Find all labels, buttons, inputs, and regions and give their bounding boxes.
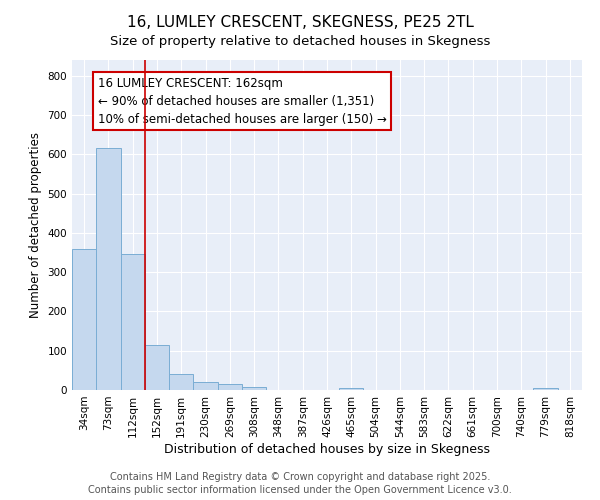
Bar [145,345,169,390]
Y-axis label: Number of detached properties: Number of detached properties [29,132,42,318]
Bar [96,148,121,390]
Bar [121,254,145,390]
Bar [533,388,558,390]
Text: Contains HM Land Registry data © Crown copyright and database right 2025.
Contai: Contains HM Land Registry data © Crown c… [88,472,512,495]
Text: Size of property relative to detached houses in Skegness: Size of property relative to detached ho… [110,35,490,48]
Text: 16, LUMLEY CRESCENT, SKEGNESS, PE25 2TL: 16, LUMLEY CRESCENT, SKEGNESS, PE25 2TL [127,15,473,30]
Bar [242,387,266,390]
Bar [169,374,193,390]
X-axis label: Distribution of detached houses by size in Skegness: Distribution of detached houses by size … [164,442,490,456]
Text: 16 LUMLEY CRESCENT: 162sqm
← 90% of detached houses are smaller (1,351)
10% of s: 16 LUMLEY CRESCENT: 162sqm ← 90% of deta… [97,76,386,126]
Bar [339,388,364,390]
Bar [218,384,242,390]
Bar [72,248,96,390]
Bar [193,382,218,390]
